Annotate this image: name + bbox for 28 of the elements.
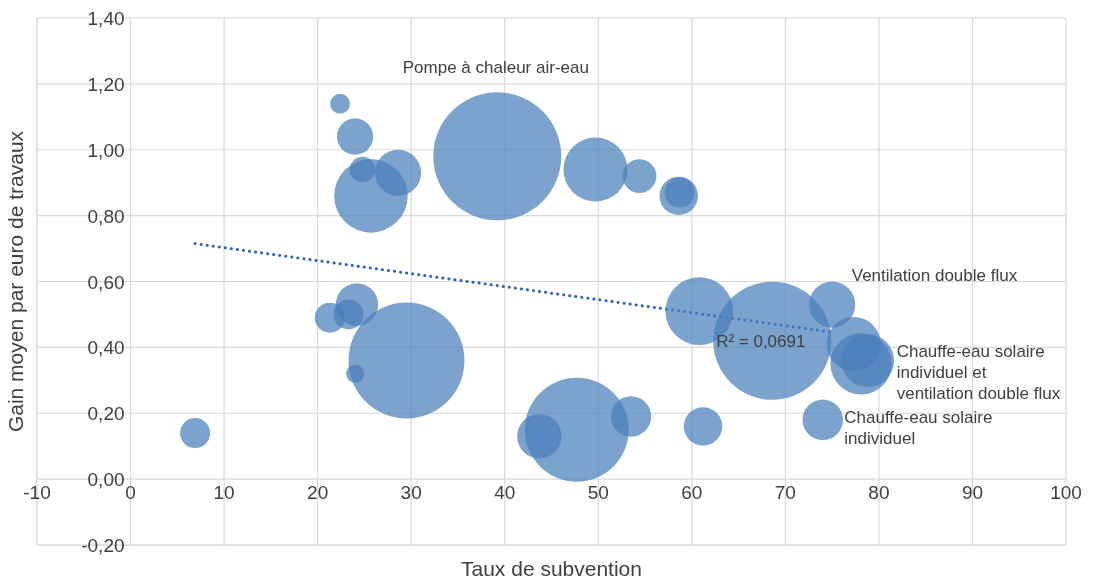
x-tick-label: 60: [681, 482, 703, 504]
x-tick-label: 30: [400, 482, 422, 504]
annotation: R² = 0,0691: [716, 331, 806, 351]
y-axis-title: Gain moyen par euro de travaux: [4, 130, 28, 433]
x-tick-label: 10: [213, 482, 235, 504]
x-tick-label: 0: [125, 482, 136, 504]
x-axis-title: Taux de subvention: [461, 557, 642, 577]
y-tick-label: 0,00: [87, 469, 125, 491]
y-tick-label: -0,20: [81, 535, 125, 556]
y-tick-label: 1,20: [87, 73, 125, 95]
y-tick-label: 0,40: [87, 337, 125, 359]
annotation: Ventilation double flux: [851, 265, 1018, 285]
y-tick-label: 1,00: [87, 139, 125, 161]
x-tick-label: 80: [868, 482, 890, 504]
x-tick-label: 20: [307, 482, 329, 504]
annotation: Pompe à chaleur air-eau: [402, 58, 589, 78]
y-tick-label: 0,60: [87, 271, 125, 293]
annotation: Chauffe-eau solaire individuel: [844, 407, 993, 448]
y-tick-label: 1,40: [87, 8, 125, 29]
x-tick-label: 50: [587, 482, 609, 504]
x-tick-label: 70: [774, 482, 796, 504]
annotation: Chauffe-eau solaire individuel et ventilation double flux: [896, 341, 1061, 403]
y-tick-label: 0,80: [87, 205, 125, 227]
y-tick-label: 0,20: [87, 403, 125, 425]
x-tick-label: -10: [23, 482, 51, 504]
x-tick-label: 90: [961, 482, 984, 504]
x-tick-label: 40: [494, 482, 516, 504]
x-tick-label: 100: [1050, 482, 1082, 504]
